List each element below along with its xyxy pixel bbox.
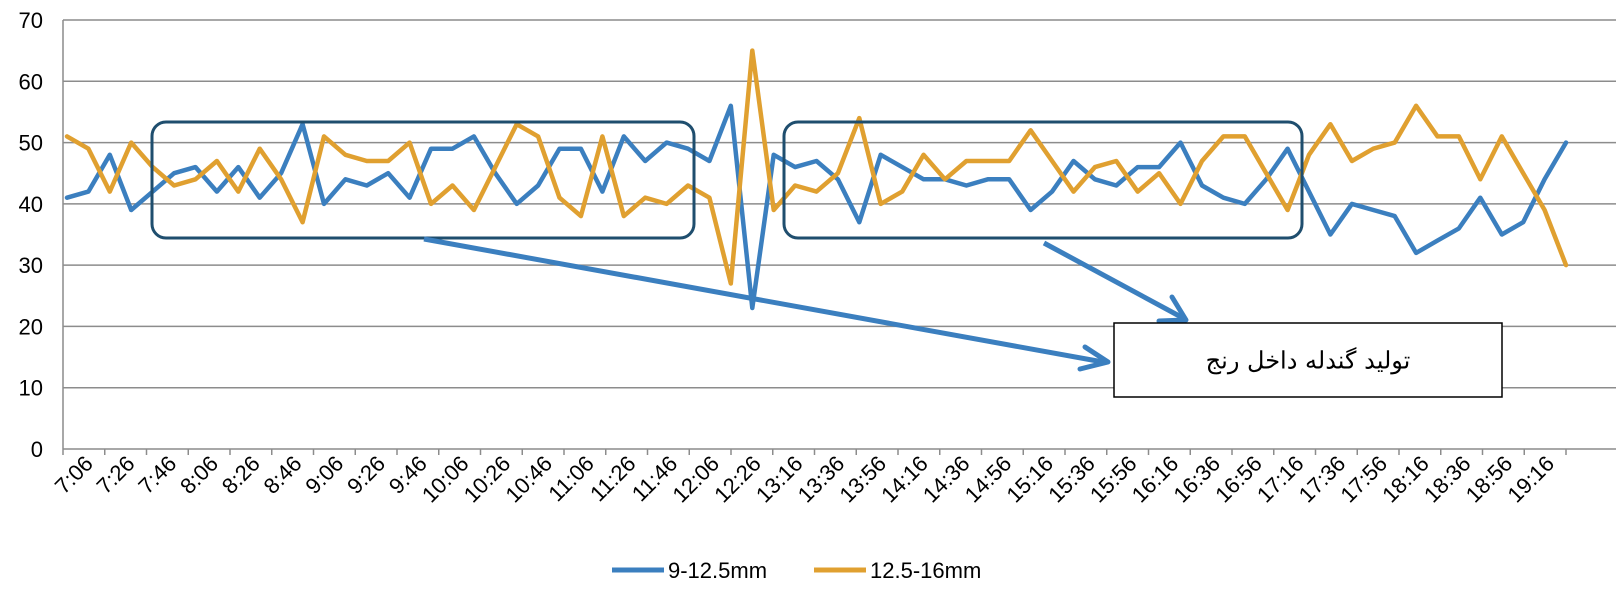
x-tick-label: 13:36 [793,451,850,508]
highlight-box-right [782,120,1304,240]
series-line-1 [64,103,1569,311]
x-tick-label: 7:06 [50,451,98,499]
x-tick-label: 17:16 [1252,451,1309,508]
y-tick-label: 60 [19,69,43,94]
annotation-box [1113,322,1503,398]
x-tick-label: 8:26 [217,451,265,499]
annotation-arrows [423,236,1189,372]
x-tick-label: 15:16 [1001,451,1058,508]
x-tick-label: 15:56 [1085,451,1142,508]
x-tick-label: 9:26 [342,451,390,499]
legend: 9-12.5mm 12.5-16mm [612,558,981,583]
x-tick-label: 9:06 [300,451,348,499]
x-tick-label: 19:16 [1502,451,1559,508]
x-tick-label: 12:26 [709,451,766,508]
x-tick-label: 10:26 [459,451,516,508]
x-tick-label: 11:26 [585,451,640,506]
series-lines [64,48,1569,311]
x-tick-label: 14:56 [960,451,1017,508]
y-tick-label: 40 [19,192,43,217]
y-tick-label: 30 [19,253,43,278]
axes: 0102030405060707:067:267:468:068:268:469… [19,8,1567,508]
y-tick-label: 20 [19,314,43,339]
x-tick-label: 11:46 [627,451,682,506]
y-tick-label: 10 [19,376,43,401]
legend-label-2: 12.5-16mm [870,558,981,583]
y-tick-label: 70 [19,8,43,33]
annotation-callout: تولید گندله داخل رنج [1113,322,1503,398]
x-tick-label: 14:36 [918,451,975,508]
x-tick-label: 14:16 [876,451,933,508]
x-tick-label: 16:36 [1168,451,1225,508]
x-tick-label: 15:36 [1043,451,1100,508]
arrow-left-head [1077,344,1111,372]
x-tick-label: 18:56 [1461,451,1518,508]
x-tick-label: 10:06 [417,451,474,508]
x-tick-label: 17:36 [1294,451,1351,508]
x-tick-label: 12:06 [667,451,724,508]
y-tick-label: 0 [31,437,43,462]
x-tick-label: 16:56 [1210,451,1267,508]
x-tick-label: 18:36 [1419,451,1476,508]
highlight-box-left [150,120,696,240]
x-tick-label: 17:56 [1335,451,1392,508]
x-tick-label: 7:46 [133,451,181,499]
x-tick-label: 18:16 [1377,451,1434,508]
annotation-text: تولید گندله داخل رنج [1206,347,1411,375]
x-tick-label: 8:06 [175,451,223,499]
highlight-boxes [150,120,1304,240]
arrow-right [1042,240,1185,321]
x-tick-label: 11:06 [543,451,598,506]
x-tick-label: 13:56 [834,451,891,508]
x-tick-label: 8:46 [259,451,307,499]
x-tick-label: 13:16 [751,451,808,508]
arrow-left [423,236,1104,365]
series-line-2 [64,48,1569,286]
y-tick-label: 50 [19,131,43,156]
arrow-right-head [1156,294,1189,324]
x-tick-label: 7:26 [92,451,140,499]
x-tick-label: 10:46 [500,451,557,508]
legend-label-1: 9-12.5mm [668,558,767,583]
x-tick-label: 16:16 [1127,451,1184,508]
